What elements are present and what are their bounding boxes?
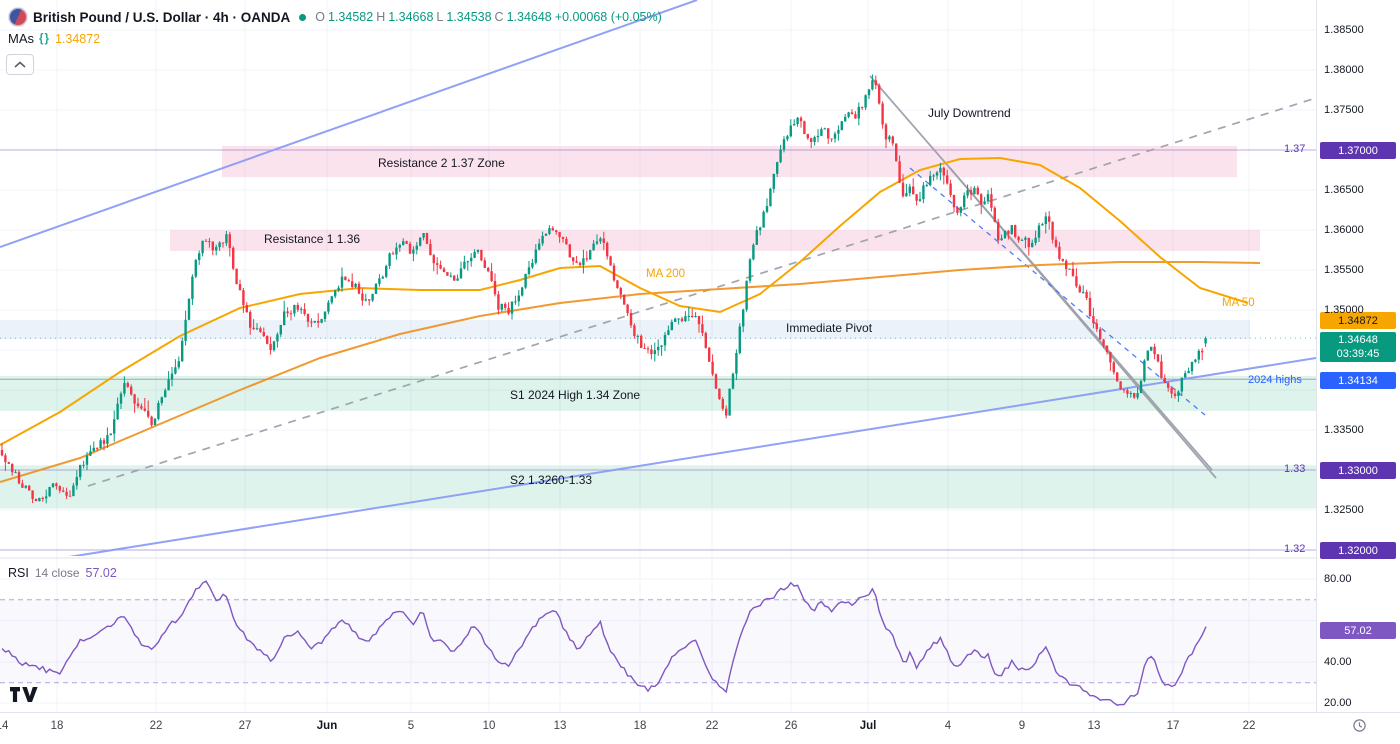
mas-indicator-title[interactable]: MAs — [8, 31, 34, 46]
rsi-badge: 57.02 — [1320, 622, 1396, 639]
price-badge-2024-highs: 1.34134 — [1320, 372, 1396, 389]
price-axis-label: 1.37500 — [1324, 104, 1364, 116]
zone-s1 — [0, 376, 1316, 411]
ohlc-values: O 1.34582 H 1.34668 L 1.34538 C 1.34648 … — [315, 10, 662, 24]
time-axis-label: Jun — [316, 720, 338, 732]
time-axis-label: 9 — [1018, 720, 1026, 732]
close-value: 1.34648 — [506, 10, 552, 24]
open-value: 1.34582 — [328, 10, 374, 24]
high-label: H — [376, 10, 386, 24]
rsi-value: 57.02 — [85, 566, 117, 580]
tradingview-logo-icon[interactable] — [10, 686, 38, 708]
rsi-line — [1, 580, 1207, 706]
level-tag-2024-highs: 2024 highs — [1248, 374, 1302, 386]
ma200-line — [0, 261, 1261, 483]
price-axis-label: 1.38000 — [1324, 64, 1364, 76]
price-axis-label: 1.35500 — [1324, 264, 1364, 276]
source-braces-icon: {} — [39, 32, 50, 45]
collapse-legend-button[interactable] — [6, 54, 34, 75]
close-label: C — [494, 10, 504, 24]
mas-indicator-legend[interactable]: MAs {} 1.34872 — [8, 31, 100, 46]
zone-resistance2 — [222, 146, 1237, 178]
price-badge-132: 1.32000 — [1320, 542, 1396, 559]
low-label: L — [436, 10, 444, 24]
time-axis-label: 22 — [705, 720, 719, 732]
change-value: +0.00068 (+0.05%) — [554, 10, 662, 24]
s2-zone-label: S2 1.3260-1.33 — [510, 473, 593, 487]
time-axis-label: 5 — [407, 720, 415, 732]
bar-countdown: 03:39:45 — [1336, 348, 1380, 360]
trendline-downtrend-median — [909, 167, 1206, 416]
level-tag-132: 1.32 — [1284, 543, 1306, 555]
rsi-indicator-legend[interactable]: RSI 14 close 57.02 — [8, 566, 117, 580]
price-badge-137: 1.37000 — [1320, 142, 1396, 159]
resistance1-zone-label: Resistance 1 1.36 — [264, 232, 361, 246]
rsi-axis-label: 80.00 — [1324, 573, 1352, 585]
ma200-label: MA 200 — [646, 268, 685, 280]
time-axis-label: 13 — [553, 720, 567, 732]
symbol-status-line: British Pound / U.S. Dollar · 4h · OANDA… — [8, 7, 662, 27]
price-axis-label: 1.38500 — [1324, 24, 1364, 36]
price-axis-label: 1.32500 — [1324, 504, 1364, 516]
last-price: 1.34648 — [1338, 334, 1378, 346]
time-axis-label: 27 — [238, 720, 252, 732]
price-axis-label: 1.36500 — [1324, 184, 1364, 196]
price-badge-ma: 1.34872 — [1320, 312, 1396, 329]
time-axis-label: 10 — [482, 720, 496, 732]
time-axis-label: 22 — [1242, 720, 1256, 732]
price-axis-label: 1.35000 — [1324, 304, 1364, 316]
time-axis-label: 4 — [944, 720, 952, 732]
ma50-label: MA 50 — [1222, 297, 1255, 309]
trendline-ascending-support-lower — [68, 357, 1316, 556]
s1-zone-label: S1 2024 High 1.34 Zone — [510, 388, 641, 402]
clock-icon[interactable] — [1352, 718, 1367, 738]
time-axis-label: 18 — [633, 720, 647, 732]
rsi-axis-label: 20.00 — [1324, 697, 1352, 709]
price-axis-label: 1.33500 — [1324, 424, 1364, 436]
gbpusd-flag-icon — [8, 7, 28, 27]
time-axis-label: Jul — [859, 720, 877, 732]
resistance2-zone-label: Resistance 2 1.37 Zone — [378, 156, 505, 170]
price-badge-133: 1.33000 — [1320, 462, 1396, 479]
low-value: 1.34538 — [446, 10, 492, 24]
trendline-ascending-support-upper — [0, 0, 698, 248]
zone-s2 — [0, 465, 1316, 509]
level-tag-137: 1.37 — [1284, 143, 1306, 155]
july-downtrend-label: July Downtrend — [928, 106, 1011, 120]
time-axis-label: 13 — [1087, 720, 1101, 732]
price-axis[interactable]: 1.37000 1.34872 1.34648 03:39:45 1.34134… — [1316, 0, 1400, 712]
market-open-dot-icon — [299, 13, 307, 21]
zone-immediate_pivot — [0, 320, 1250, 339]
time-axis-label: 22 — [149, 720, 163, 732]
rsi-axis-label: 40.00 — [1324, 656, 1352, 668]
time-axis-label: 14 — [0, 720, 9, 732]
immediate-pivot-label: Immediate Pivot — [786, 321, 873, 335]
open-label: O — [315, 10, 325, 24]
rsi-title[interactable]: RSI — [8, 566, 29, 580]
mas-indicator-value: 1.34872 — [54, 31, 101, 46]
candlesticks — [0, 74, 1207, 504]
ma50-line — [0, 156, 1249, 446]
chevron-up-icon — [14, 60, 26, 68]
zone-resistance1 — [170, 230, 1260, 251]
trendline-long-term-uptrend — [87, 97, 1316, 487]
price-axis-label: 1.36000 — [1324, 224, 1364, 236]
level-tag-133: 1.33 — [1284, 463, 1306, 475]
time-axis-label: 26 — [784, 720, 798, 732]
time-axis-label: 17 — [1166, 720, 1180, 732]
symbol-title[interactable]: British Pound / U.S. Dollar · 4h · OANDA — [33, 9, 291, 25]
price-badge-last: 1.34648 03:39:45 — [1320, 332, 1396, 362]
rsi-params: 14 close — [34, 566, 80, 580]
high-value: 1.34668 — [388, 10, 434, 24]
time-axis-label: 18 — [50, 720, 64, 732]
rsi-pane — [0, 580, 1316, 706]
price-pane — [0, 0, 1316, 556]
time-axis[interactable]: 14 18 22 27 Jun 5 10 13 18 22 26 Jul 4 9 13 17 22 — [0, 712, 1400, 744]
